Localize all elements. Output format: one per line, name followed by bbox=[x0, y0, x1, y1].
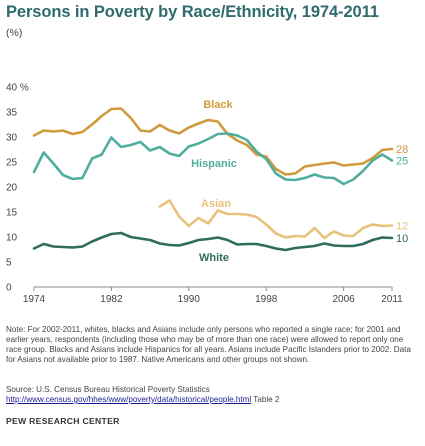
x-tick-label: 2011 bbox=[381, 294, 403, 305]
line-chart: 0 5 10 15 20 25 30 35 40 % 1974 1982 1990 1998 2006 20… bbox=[6, 83, 408, 306]
series-line-black bbox=[32, 107, 394, 176]
end-label-white: 10 bbox=[396, 233, 408, 245]
end-label-asian: 12 bbox=[396, 221, 408, 233]
y-tick-label: 15 bbox=[6, 208, 18, 219]
axis-layer: 0 5 10 15 20 25 30 35 40 % 1974 1982 1990 1998 2006 20… bbox=[6, 83, 403, 306]
series-label-white: White bbox=[199, 252, 229, 264]
y-tick-label: 40 % bbox=[6, 83, 29, 94]
chart-title: Persons in Poverty by Race/Ethnicity, 19… bbox=[6, 3, 379, 21]
y-tick-label: 5 bbox=[6, 258, 12, 269]
x-tick-label: 1974 bbox=[23, 294, 46, 305]
footnote: Note: For 2002-2011, whites, blacks and … bbox=[6, 325, 411, 364]
series-line-hispanic bbox=[32, 132, 394, 186]
source-link[interactable]: http://www.census.gov/hhes/www/poverty/d… bbox=[6, 395, 252, 404]
end-label-hispanic: 25 bbox=[396, 156, 408, 168]
y-tick-label: 35 bbox=[6, 108, 18, 119]
source-block: Source: U.S. Census Bureau Historical Po… bbox=[6, 385, 419, 405]
series-line-white bbox=[32, 231, 394, 252]
y-tick-label: 10 bbox=[6, 233, 18, 244]
series-line-asian bbox=[158, 199, 394, 240]
source-label: Source: U.S. Census Bureau Historical Po… bbox=[6, 385, 210, 394]
y-tick-label: 0 bbox=[6, 283, 12, 294]
series-layer bbox=[32, 107, 394, 252]
label-layer: Black 28 Hispanic 25 Asian 12 White 10 bbox=[191, 99, 408, 264]
organization-credit: PEW RESEARCH CENTER bbox=[6, 416, 120, 426]
y-axis-unit: (%) bbox=[6, 27, 23, 39]
y-tick-label: 25 bbox=[6, 158, 18, 169]
x-tick-label: 2006 bbox=[332, 294, 355, 305]
y-tick-label: 20 bbox=[6, 183, 18, 194]
series-label-hispanic: Hispanic bbox=[191, 158, 237, 170]
end-label-black: 28 bbox=[396, 144, 408, 156]
x-tick-label: 1998 bbox=[255, 294, 278, 305]
series-label-asian: Asian bbox=[201, 198, 231, 210]
source-suffix: Table 2 bbox=[251, 395, 280, 404]
x-tick-label: 1990 bbox=[178, 294, 201, 305]
x-tick-label: 1982 bbox=[100, 294, 123, 305]
y-tick-label: 30 bbox=[6, 133, 18, 144]
series-label-black: Black bbox=[203, 99, 233, 111]
